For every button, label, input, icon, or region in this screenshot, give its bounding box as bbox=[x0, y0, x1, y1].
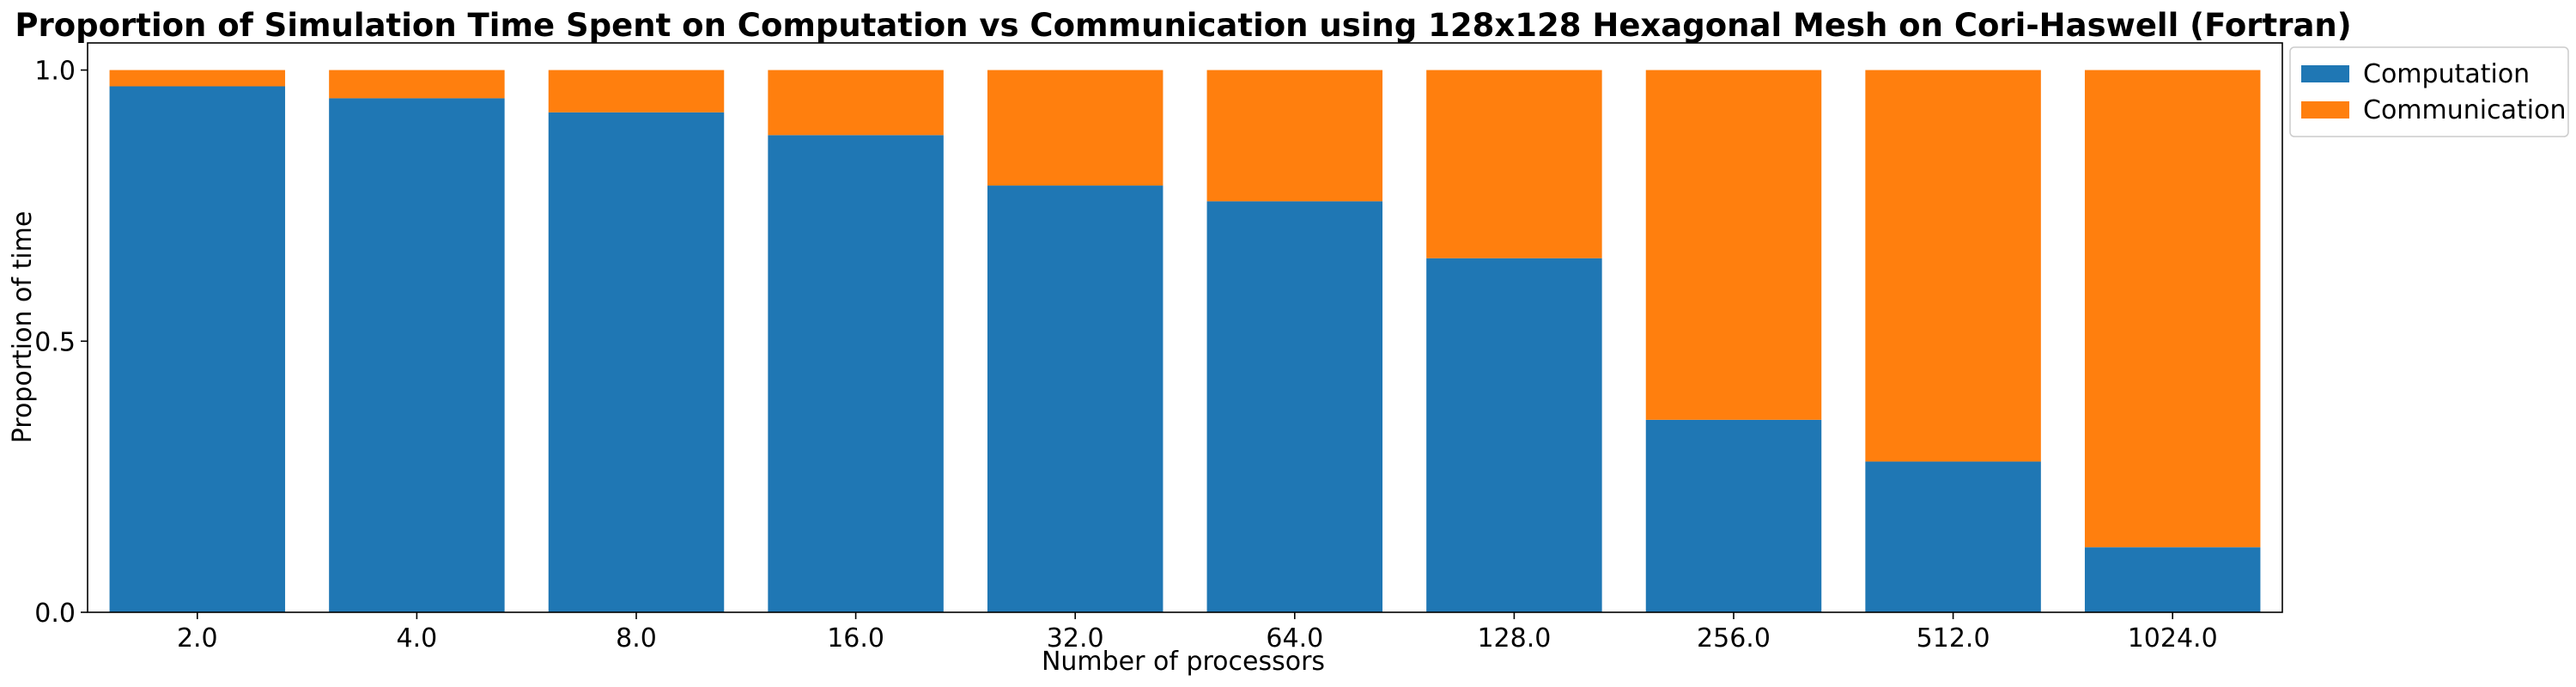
legend-swatch-communication bbox=[2301, 101, 2349, 119]
bar-computation-8.0 bbox=[548, 112, 725, 612]
bar-computation-512.0 bbox=[1865, 461, 2041, 612]
bars-group bbox=[109, 70, 2261, 613]
bar-computation-4.0 bbox=[329, 98, 505, 613]
plot-frame bbox=[87, 42, 2283, 613]
legend-frame bbox=[2289, 46, 2569, 137]
legend-swatch-computation bbox=[2301, 65, 2349, 82]
y-tick-label: 0.5 bbox=[34, 327, 76, 357]
bar-communication-16.0 bbox=[768, 70, 944, 136]
bar-communication-512.0 bbox=[1865, 70, 2041, 462]
bar-computation-2.0 bbox=[109, 86, 286, 612]
bar-communication-256.0 bbox=[1645, 70, 1822, 420]
x-tick-label: 8.0 bbox=[616, 623, 657, 654]
bar-communication-32.0 bbox=[987, 70, 1163, 186]
y-axis: 0.0 0.5 1.0 bbox=[34, 57, 88, 629]
legend-label-computation: Computation bbox=[2363, 59, 2530, 89]
bar-computation-256.0 bbox=[1645, 419, 1822, 612]
x-axis-label: Number of processors bbox=[1042, 647, 1325, 677]
x-tick-label: 128.0 bbox=[1477, 623, 1551, 654]
y-tick-label: 1.0 bbox=[34, 57, 76, 87]
x-tick-label: 2.0 bbox=[177, 623, 218, 654]
bar-communication-1024.0 bbox=[2084, 70, 2261, 548]
x-tick-label: 32.0 bbox=[1047, 623, 1104, 654]
x-axis: 2.0 4.0 8.0 16.0 32.0 64.0 128.0 256.0 512.0 1024… bbox=[177, 612, 2218, 654]
y-axis-label: Proportion of time bbox=[8, 211, 38, 444]
bar-computation-1024.0 bbox=[2084, 547, 2261, 612]
legend-label-communication: Communication bbox=[2363, 95, 2566, 125]
bar-computation-32.0 bbox=[987, 185, 1163, 612]
x-tick-label: 64.0 bbox=[1266, 623, 1323, 654]
x-tick-label: 16.0 bbox=[827, 623, 884, 654]
bar-communication-2.0 bbox=[109, 70, 286, 87]
chart-title: Proportion of Simulation Time Spent on C… bbox=[15, 7, 2351, 44]
x-tick-label: 256.0 bbox=[1697, 623, 1771, 654]
bar-computation-16.0 bbox=[768, 135, 944, 613]
bar-computation-128.0 bbox=[1426, 258, 1602, 612]
bar-communication-8.0 bbox=[548, 70, 725, 112]
x-tick-label: 1024.0 bbox=[2128, 623, 2218, 654]
y-tick-label: 0.0 bbox=[34, 599, 76, 629]
bar-communication-4.0 bbox=[329, 70, 505, 99]
legend: Computation Communication bbox=[2289, 46, 2569, 137]
bar-communication-64.0 bbox=[1206, 70, 1383, 202]
bar-computation-64.0 bbox=[1206, 201, 1383, 612]
x-tick-label: 4.0 bbox=[397, 623, 438, 654]
x-tick-label: 512.0 bbox=[1917, 623, 1990, 654]
bar-communication-128.0 bbox=[1426, 70, 1602, 258]
